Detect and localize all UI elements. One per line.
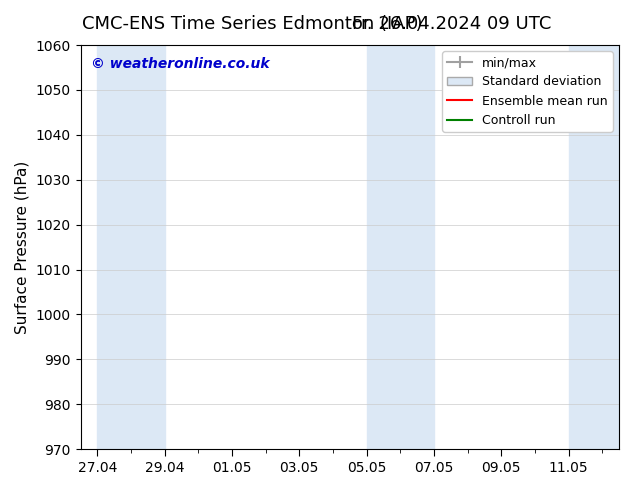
Text: © weatheronline.co.uk: © weatheronline.co.uk — [91, 57, 270, 71]
Y-axis label: Surface Pressure (hPa): Surface Pressure (hPa) — [15, 160, 30, 334]
Bar — [98, 45, 165, 449]
Text: Fr. 26.04.2024 09 UTC: Fr. 26.04.2024 09 UTC — [353, 15, 552, 33]
Legend: min/max, Standard deviation, Ensemble mean run, Controll run: min/max, Standard deviation, Ensemble me… — [442, 51, 612, 132]
Bar — [366, 45, 434, 449]
Bar — [569, 45, 619, 449]
Text: CMC-ENS Time Series Edmonton (IAP): CMC-ENS Time Series Edmonton (IAP) — [82, 15, 423, 33]
